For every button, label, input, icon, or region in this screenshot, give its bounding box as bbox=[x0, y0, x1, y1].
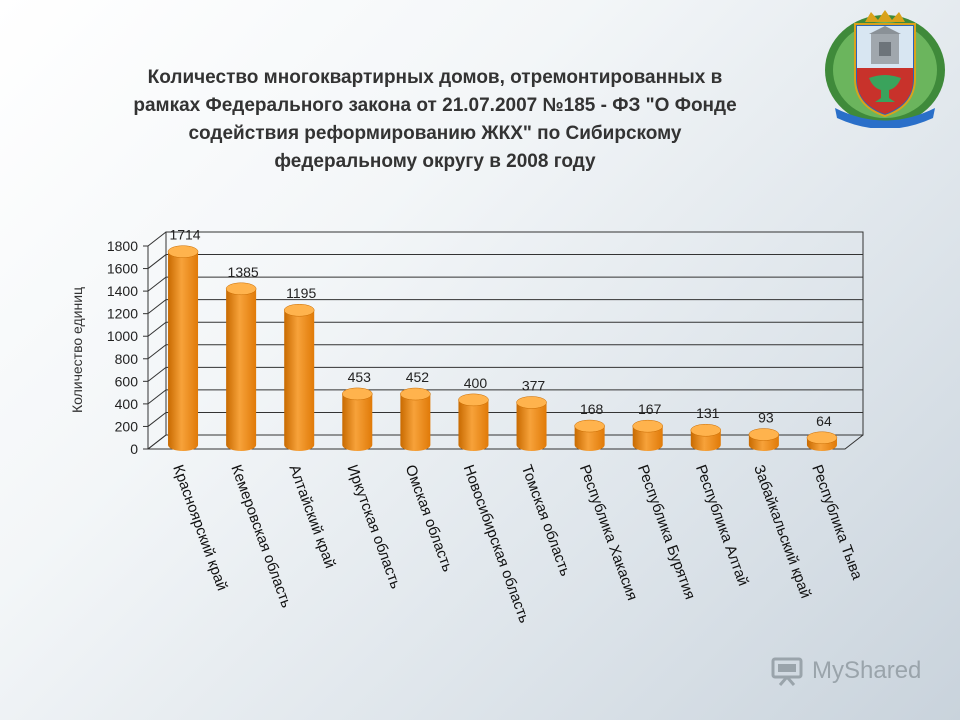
data-label: 453 bbox=[348, 369, 372, 385]
data-label: 93 bbox=[758, 410, 774, 426]
gridline bbox=[147, 231, 863, 247]
y-tick-label: 600 bbox=[115, 373, 139, 389]
x-axis-line bbox=[148, 434, 864, 450]
bar-top bbox=[690, 423, 722, 437]
chart-bars bbox=[167, 245, 838, 452]
bar-body bbox=[342, 393, 373, 452]
y-axis-label: Количество единиц bbox=[69, 287, 85, 413]
x-tick-label: Республика Алтай bbox=[692, 463, 752, 589]
bar bbox=[516, 396, 547, 452]
data-label: 1195 bbox=[286, 285, 316, 301]
chart-axes bbox=[143, 232, 864, 450]
watermark: MyShared bbox=[770, 656, 921, 686]
bar bbox=[400, 387, 431, 452]
bar bbox=[690, 423, 722, 452]
data-label: 64 bbox=[816, 413, 832, 429]
bar bbox=[167, 245, 199, 452]
y-tick-label: 1000 bbox=[107, 328, 138, 344]
bar-top bbox=[167, 245, 199, 258]
bar-top bbox=[225, 282, 257, 296]
bar-body bbox=[574, 426, 605, 452]
data-label: 131 bbox=[696, 405, 720, 421]
bar-top bbox=[574, 419, 605, 433]
coat-of-arms-icon bbox=[825, 10, 945, 128]
bar-body bbox=[632, 426, 663, 452]
x-tick-label: Кемеровская область bbox=[227, 463, 295, 611]
y-tick-label: 400 bbox=[115, 396, 139, 412]
data-label: 400 bbox=[464, 375, 488, 391]
bar-body bbox=[168, 251, 199, 452]
x-tick-label: Иркутская область bbox=[344, 463, 405, 592]
y-tick-label: 1800 bbox=[107, 238, 138, 254]
data-label: 168 bbox=[580, 401, 604, 417]
x-tick-label: Новосибирская область bbox=[460, 463, 533, 626]
watermark-text: MyShared bbox=[812, 657, 922, 684]
bar bbox=[806, 431, 838, 452]
x-tick-label: Республика Хакасия bbox=[576, 463, 641, 603]
bar bbox=[748, 428, 780, 452]
plot-back-wall bbox=[165, 231, 864, 436]
title-line: содействия реформированию ЖКХ" по Сибирс… bbox=[188, 123, 682, 144]
y-tick-label: 1200 bbox=[107, 306, 138, 322]
data-label: 452 bbox=[406, 369, 430, 385]
x-tick-label: Республика Бурятия bbox=[634, 463, 699, 602]
bar-body bbox=[516, 402, 547, 452]
bar-body bbox=[458, 399, 489, 452]
chart-title: Количество многоквартирных домов, отремо… bbox=[30, 64, 840, 176]
bar-body bbox=[226, 288, 257, 452]
x-tick-label: Республика Тыва bbox=[808, 463, 866, 583]
title-line: федеральному округу в 2008 году bbox=[274, 151, 596, 172]
bar-body bbox=[284, 310, 315, 452]
bar-top bbox=[283, 303, 315, 317]
floor-edge bbox=[147, 434, 167, 450]
bar-body bbox=[400, 394, 431, 452]
data-label: 1714 bbox=[169, 227, 200, 243]
bar bbox=[225, 282, 257, 452]
title-line: рамках Федерального закона от 21.07.2007… bbox=[133, 95, 737, 116]
bar bbox=[283, 303, 315, 452]
y-tick-label: 800 bbox=[115, 351, 139, 367]
bar-top bbox=[458, 393, 489, 407]
bar-top bbox=[516, 396, 547, 409]
bar bbox=[342, 387, 373, 452]
bar-top bbox=[748, 428, 780, 441]
presentation-icon bbox=[771, 657, 803, 686]
title-line: Количество многоквартирных домов, отремо… bbox=[147, 67, 723, 88]
y-tick-label: 200 bbox=[115, 418, 139, 434]
bar-top bbox=[632, 419, 663, 433]
bar-top bbox=[400, 387, 431, 401]
data-label: 167 bbox=[638, 401, 662, 417]
data-label: 1385 bbox=[228, 264, 259, 280]
y-tick-label: 1600 bbox=[107, 261, 138, 277]
bar-top bbox=[806, 431, 838, 445]
bar-top bbox=[342, 387, 373, 401]
y-tick-label: 1400 bbox=[107, 283, 138, 299]
data-label: 377 bbox=[522, 377, 546, 393]
x-tick-label: Красноярский край bbox=[169, 463, 230, 593]
bar bbox=[574, 419, 605, 452]
x-tick-label: Алтайский край bbox=[285, 463, 338, 571]
y-tick-label: 0 bbox=[130, 441, 138, 457]
bar bbox=[632, 419, 663, 452]
x-tick-label: Омская область bbox=[402, 463, 457, 575]
x-tick-label: Забайкальский край bbox=[750, 463, 814, 601]
bar bbox=[458, 393, 489, 452]
x-tick-label: Томская область bbox=[518, 463, 574, 579]
